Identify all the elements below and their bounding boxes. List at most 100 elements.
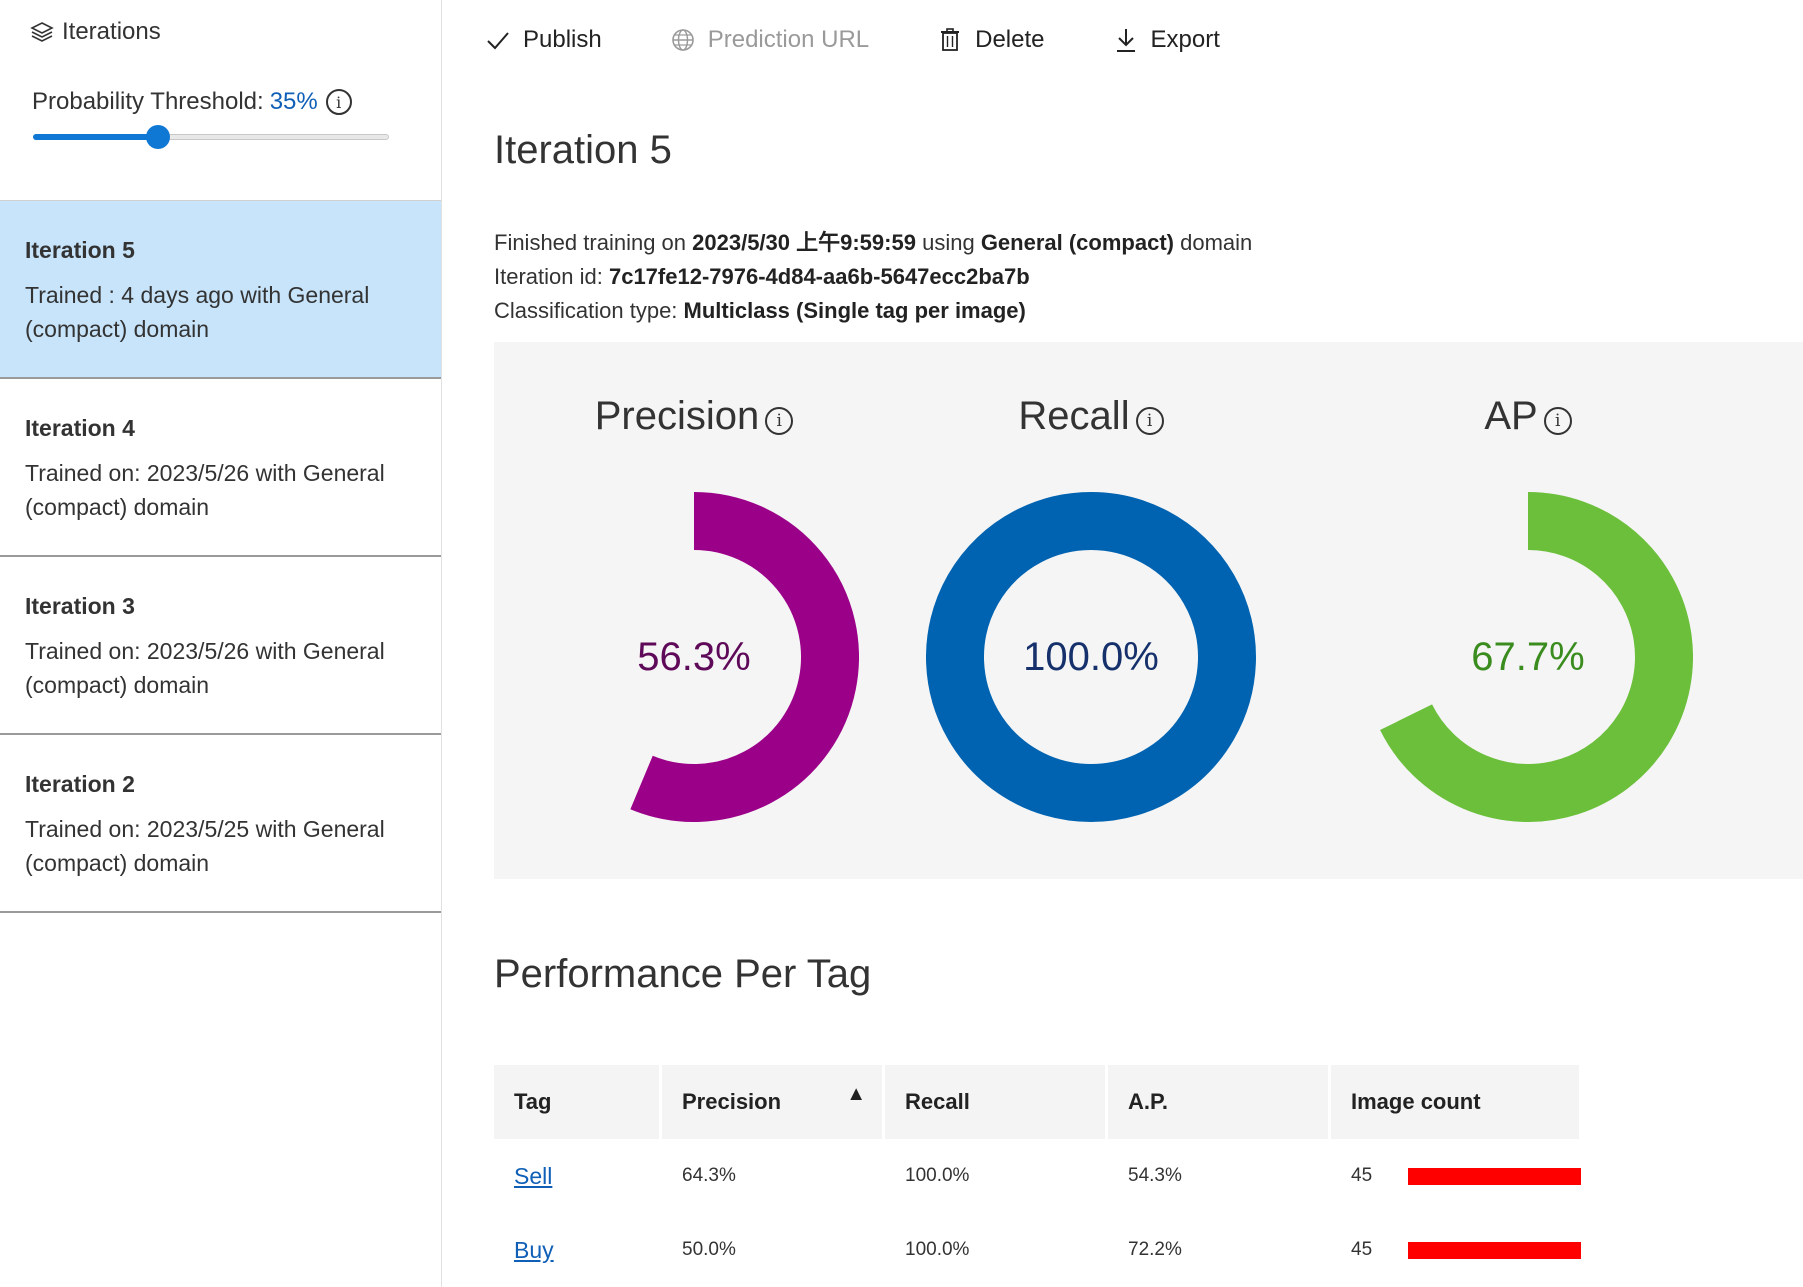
tag-link[interactable]: Sell	[514, 1162, 553, 1189]
slider-fill	[33, 134, 158, 140]
column-header-precision-label: Precision	[682, 1089, 782, 1114]
info-icon[interactable]: i	[1135, 407, 1164, 435]
column-header-tag[interactable]: Tag	[494, 1065, 659, 1139]
slider-thumb[interactable]	[145, 125, 170, 149]
ap-label: AP	[1484, 394, 1538, 438]
domain-suffix: domain	[1180, 230, 1253, 255]
ap-label-row: AP i	[1328, 394, 1728, 439]
sidebar: Iterations Probability Threshold: 35% i I…	[0, 0, 442, 1287]
metrics-panel: Precision i 56.3% Recall i 100.0% AP i 6…	[494, 342, 1803, 879]
image-count-cell: 45	[1331, 1165, 1581, 1187]
ap-cell: 54.3%	[1128, 1165, 1182, 1186]
column-header-image-count[interactable]: Image count	[1331, 1065, 1579, 1139]
ap-metric: AP i 67.7%	[1328, 342, 1728, 879]
column-header-precision[interactable]: Precision ▲	[662, 1065, 882, 1139]
layers-icon	[30, 22, 54, 42]
sort-ascending-icon: ▲	[846, 1083, 866, 1105]
image-count-value: 45	[1351, 1239, 1373, 1260]
recall-donut	[926, 492, 1256, 822]
publish-button[interactable]: Publish	[485, 26, 602, 54]
domain-name: General (compact)	[980, 230, 1174, 255]
performance-table: Tag Precision ▲ Recall A.P. Image count …	[494, 1065, 1584, 1287]
iteration-title: Iteration 4	[25, 415, 135, 441]
finished-line: Finished training on 2023/5/30 上午9:59:59…	[494, 226, 1252, 260]
image-count-value: 45	[1351, 1165, 1373, 1186]
table-header: Tag Precision ▲ Recall A.P. Image count	[494, 1065, 1584, 1139]
iteration-item[interactable]: Iteration 5 Trained : 4 days ago with Ge…	[0, 201, 441, 379]
iteration-desc: Trained : 4 days ago with General (compa…	[25, 282, 370, 342]
column-header-recall[interactable]: Recall	[885, 1065, 1105, 1139]
globe-icon	[671, 29, 694, 51]
performance-per-tag-title: Performance Per Tag	[494, 952, 872, 996]
toolbar: Publish Prediction URL Delete Export	[485, 18, 1288, 62]
precision-metric: Precision i 56.3%	[494, 342, 894, 879]
trash-icon	[941, 28, 960, 51]
recall-cell: 100.0%	[905, 1239, 970, 1260]
ap-value: 67.7%	[1471, 634, 1585, 679]
publish-label: Publish	[523, 26, 602, 53]
recall-cell: 100.0%	[905, 1165, 970, 1186]
threshold-slider[interactable]	[33, 125, 389, 149]
iteration-meta: Finished training on 2023/5/30 上午9:59:59…	[494, 226, 1252, 328]
image-count-bar	[1408, 1241, 1581, 1259]
iteration-title: Iteration 2	[25, 771, 135, 797]
precision-arc	[630, 492, 859, 822]
delete-label: Delete	[975, 26, 1045, 53]
iteration-title: Iteration 5	[25, 237, 135, 263]
recall-value: 100.0%	[1023, 634, 1159, 679]
finished-prefix: Finished training on	[494, 230, 687, 255]
threshold-label-row: Probability Threshold: 35% i	[32, 88, 352, 116]
iteration-id-value: 7c17fe12-7976-4d84-aa6b-5647ecc2ba7b	[608, 264, 1030, 289]
ap-donut	[1380, 492, 1693, 822]
download-icon	[1116, 29, 1135, 52]
classification-label: Classification type:	[494, 298, 678, 323]
recall-arc	[926, 492, 1256, 822]
iteration-id-label: Iteration id:	[494, 264, 603, 289]
checkmark-icon	[487, 32, 509, 50]
finished-date: 2023/5/30 上午9:59:59	[692, 230, 916, 255]
iteration-id-line: Iteration id: 7c17fe12-7976-4d84-aa6b-56…	[494, 260, 1252, 294]
using-text: using	[922, 230, 975, 255]
iteration-title: Iteration 3	[25, 593, 135, 619]
precision-cell: 50.0%	[682, 1239, 736, 1260]
tag-link[interactable]: Buy	[514, 1236, 554, 1263]
recall-metric: Recall i 100.0%	[891, 342, 1291, 879]
tag-cell: Buy	[494, 1237, 659, 1264]
iteration-item[interactable]: Iteration 4 Trained on: 2023/5/26 with G…	[0, 379, 441, 557]
iteration-list: Iteration 5 Trained : 4 days ago with Ge…	[0, 200, 441, 913]
recall-label: Recall	[1018, 394, 1130, 438]
recall-label-row: Recall i	[891, 394, 1291, 439]
classification-line: Classification type: Multiclass (Single …	[494, 294, 1252, 328]
ap-arc	[1380, 492, 1693, 822]
threshold-label: Probability Threshold:	[32, 88, 264, 115]
iteration-desc: Trained on: 2023/5/26 with General (comp…	[25, 638, 385, 698]
table-row: Sell 64.3% 100.0% 54.3% 45	[494, 1139, 1584, 1213]
iterations-header: Iterations	[30, 18, 161, 46]
info-icon[interactable]: i	[765, 407, 794, 435]
prediction-url-button[interactable]: Prediction URL	[670, 26, 869, 54]
export-label: Export	[1150, 26, 1220, 53]
prediction-url-label: Prediction URL	[707, 26, 870, 53]
iteration-desc: Trained on: 2023/5/26 with General (comp…	[25, 460, 385, 520]
precision-donut	[630, 492, 859, 822]
info-icon[interactable]: i	[1543, 407, 1572, 435]
ap-cell: 72.2%	[1128, 1239, 1182, 1260]
info-icon[interactable]: i	[325, 89, 352, 115]
column-header-ap[interactable]: A.P.	[1108, 1065, 1328, 1139]
image-count-cell: 45	[1331, 1239, 1581, 1261]
iteration-item[interactable]: Iteration 2 Trained on: 2023/5/25 with G…	[0, 735, 441, 913]
page-title: Iteration 5	[494, 128, 672, 172]
tag-cell: Sell	[494, 1163, 659, 1190]
classification-value: Multiclass (Single tag per image)	[683, 298, 1026, 323]
precision-label: Precision	[594, 394, 760, 438]
precision-label-row: Precision i	[494, 394, 894, 439]
precision-value: 56.3%	[637, 634, 751, 679]
table-row: Buy 50.0% 100.0% 72.2% 45	[494, 1213, 1584, 1287]
iteration-desc: Trained on: 2023/5/25 with General (comp…	[25, 816, 385, 876]
iteration-item[interactable]: Iteration 3 Trained on: 2023/5/26 with G…	[0, 557, 441, 735]
iterations-header-label: Iterations	[62, 18, 161, 45]
delete-button[interactable]: Delete	[937, 26, 1045, 54]
export-button[interactable]: Export	[1113, 26, 1220, 54]
threshold-value: 35%	[269, 88, 318, 115]
precision-cell: 64.3%	[682, 1165, 736, 1186]
